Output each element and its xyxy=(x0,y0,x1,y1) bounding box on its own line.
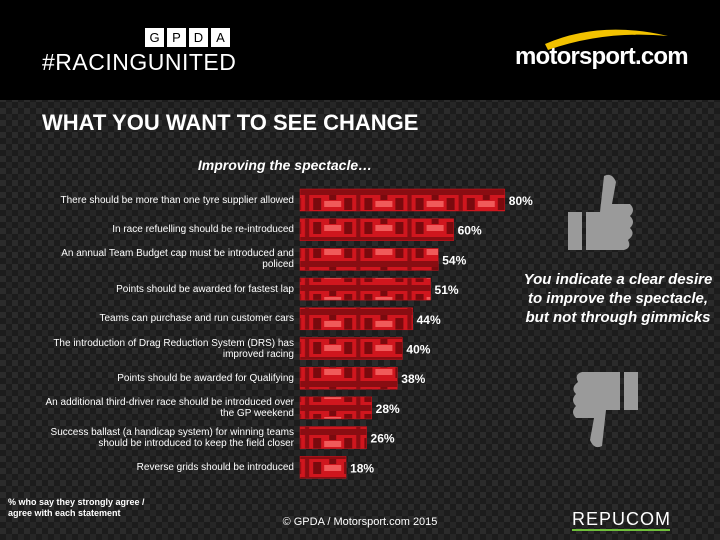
value-label: 18% xyxy=(350,461,374,475)
gpda-box xyxy=(211,28,230,47)
partner-swoosh xyxy=(545,29,668,50)
category-label: Points should be awarded for Qualifying xyxy=(117,372,294,384)
category-label: Reverse grids should be introduced xyxy=(136,461,294,473)
header-band xyxy=(0,0,720,100)
gpda-box xyxy=(167,28,186,47)
category-label: Success ballast (a handicap system) for … xyxy=(50,426,294,449)
category-label: The introduction of Drag Reduction Syste… xyxy=(53,337,294,360)
category-label: Teams can purchase and run customer cars xyxy=(99,313,294,325)
gpda-box xyxy=(145,28,164,47)
gpda-letter: A xyxy=(216,30,225,45)
bar xyxy=(299,426,367,449)
value-label: 40% xyxy=(406,343,430,357)
value-label: 44% xyxy=(417,313,441,327)
chart-title: WHAT YOU WANT TO SEE CHANGE xyxy=(42,110,418,135)
sponsor-underline xyxy=(572,529,670,531)
gpda-letter: G xyxy=(149,30,159,45)
bar xyxy=(299,456,347,479)
chart-subtitle: Improving the spectacle… xyxy=(198,157,372,173)
category-label: An annual Team Budget cap must be introd… xyxy=(61,248,294,271)
sponsor-logo: REPUCOM xyxy=(572,509,671,529)
thumb-down xyxy=(573,372,638,448)
bar xyxy=(299,277,431,301)
gpda-letter: D xyxy=(194,30,203,45)
bar xyxy=(299,188,506,212)
gpda-letter: P xyxy=(172,30,181,45)
footnote: % who say they strongly agree / agree wi… xyxy=(8,497,145,518)
bar xyxy=(299,307,413,331)
bar xyxy=(299,366,398,390)
annotation: You indicate a clear desire to improve t… xyxy=(523,271,713,326)
category-label: An additional third-driver race should b… xyxy=(45,396,294,419)
value-label: 54% xyxy=(442,253,466,267)
gpda-box xyxy=(189,28,208,47)
bar xyxy=(299,218,454,241)
campaign-logo: #RACINGUNITED xyxy=(42,49,236,75)
value-label: 80% xyxy=(509,194,533,208)
value-label: 28% xyxy=(376,402,400,416)
value-label: 60% xyxy=(458,224,482,238)
value-label: 26% xyxy=(371,432,395,446)
thumb-up xyxy=(568,174,633,250)
copyright: © GPDA / Motorsport.com 2015 xyxy=(283,516,438,528)
value-label: 51% xyxy=(435,283,459,297)
category-label: Points should be awarded for fastest lap xyxy=(116,283,294,295)
category-label: In race refuelling should be re-introduc… xyxy=(112,224,294,236)
bar xyxy=(299,337,403,360)
value-label: 38% xyxy=(401,372,425,386)
partner-logo: motorsport.com xyxy=(515,43,688,70)
bar xyxy=(299,248,439,271)
bar xyxy=(299,396,372,420)
category-label: There should be more than one tyre suppl… xyxy=(60,194,294,206)
